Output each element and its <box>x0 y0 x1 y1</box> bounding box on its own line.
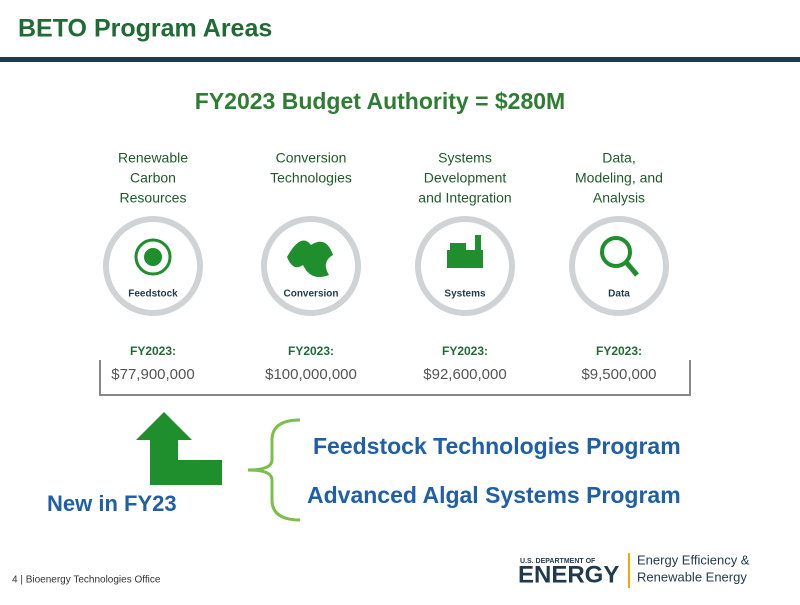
program: Feedstock Technologies Program <box>313 433 681 459</box>
icon <box>287 240 333 278</box>
logo-dept: U.S. DEPARTMENT OF <box>520 558 596 565</box>
area-title: Resources <box>120 190 187 206</box>
area-title: Modeling, and <box>575 170 663 186</box>
fy-label: FY2023: <box>288 344 334 358</box>
budget: $92,600,000 <box>423 366 506 383</box>
area-title: Systems <box>438 150 492 166</box>
new-label: New in FY23 <box>47 491 177 516</box>
subtitle: FY2023 Budget Authority = $280M <box>195 88 565 114</box>
logo-divider <box>628 553 630 588</box>
area-title: Renewable <box>118 150 188 166</box>
logo-office: Renewable Energy <box>637 569 747 584</box>
budget: $100,000,000 <box>265 366 357 383</box>
icon-label: Conversion <box>283 289 338 300</box>
area-title: Carbon <box>130 170 176 186</box>
areas: Renewable Carbon Resources Feedstock FY2023:… <box>103 150 669 383</box>
area-title: Analysis <box>593 190 645 206</box>
icon <box>144 248 162 266</box>
icon <box>447 250 483 268</box>
budget: $9,500,000 <box>581 366 656 383</box>
arrow <box>136 412 222 485</box>
area-title: Conversion <box>276 150 347 166</box>
fy-label: FY2023: <box>130 344 176 358</box>
budget: $77,900,000 <box>111 366 194 383</box>
area-title: Data, <box>602 150 635 166</box>
area-title: Development <box>424 170 507 186</box>
icon-label: Data <box>608 289 630 300</box>
footer: 4 | Bioenergy Technologies Office <box>12 575 161 586</box>
program: Advanced Algal Systems Program <box>307 482 681 508</box>
icon-label: Feedstock <box>128 289 178 300</box>
icon <box>450 243 466 251</box>
icon <box>600 236 632 268</box>
fy-label: FY2023: <box>596 344 642 358</box>
fy-label: FY2023: <box>442 344 488 358</box>
icon <box>475 235 481 250</box>
slide-title: BETO Program Areas <box>18 15 272 43</box>
header-rule <box>0 57 800 62</box>
logo-office: Energy Efficiency & <box>637 552 750 567</box>
area-title: Technologies <box>270 170 352 186</box>
area-title: and Integration <box>418 190 511 206</box>
logo-energy: ENERGY <box>518 561 619 588</box>
icon-label: Systems <box>444 289 486 300</box>
icon <box>624 260 639 277</box>
brace <box>247 418 301 522</box>
bracket <box>99 360 691 396</box>
icon <box>134 238 172 276</box>
